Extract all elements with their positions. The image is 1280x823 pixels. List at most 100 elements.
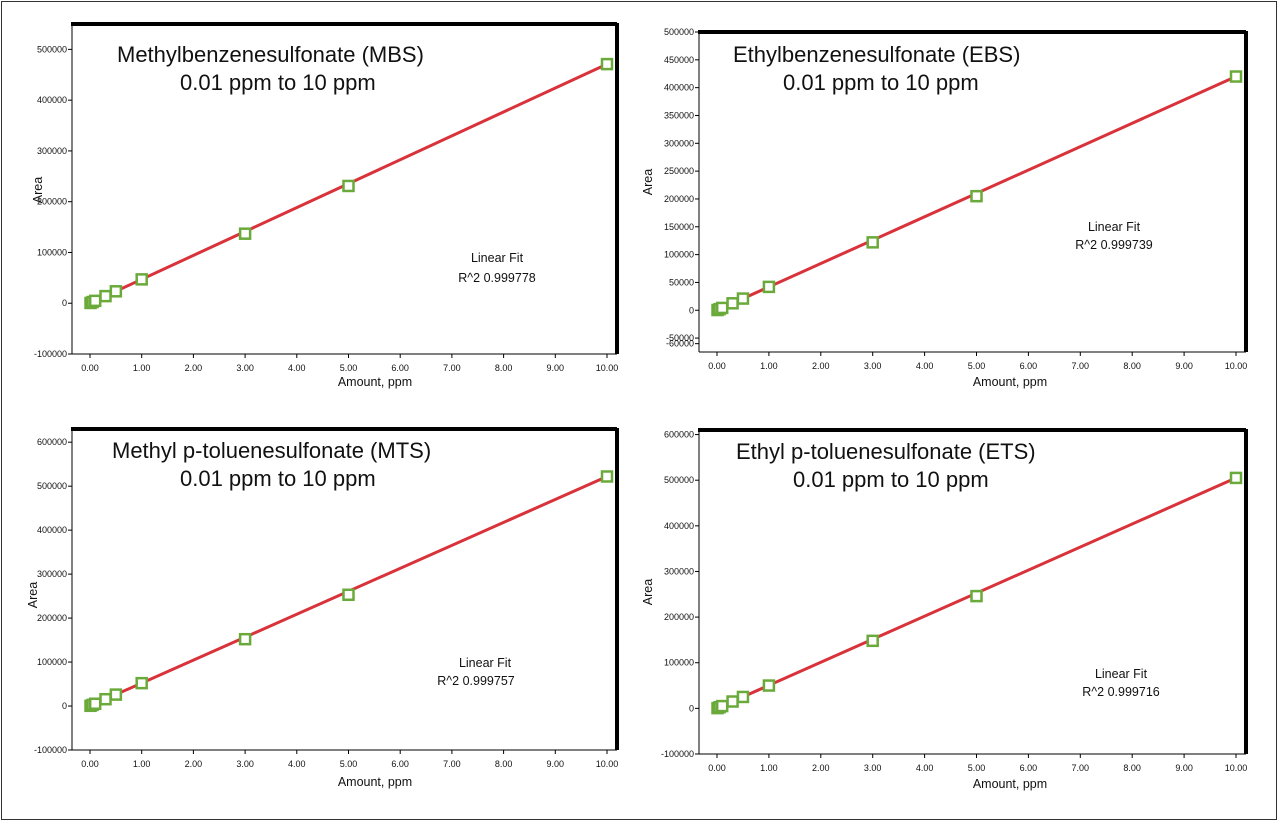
x-tick-label: 2.00 xyxy=(812,763,830,773)
data-point xyxy=(1229,471,1243,485)
y-tick-label: 0 xyxy=(689,703,694,713)
y-tick-label: 500000 xyxy=(37,44,67,54)
data-point xyxy=(99,692,112,706)
y-tick-label: -100000 xyxy=(34,349,67,359)
x-tick-label: 8.00 xyxy=(1123,361,1141,371)
r-squared-label: R^2 0.999716 xyxy=(1082,685,1160,699)
chart-title: Methylbenzenesulfonate (MBS) xyxy=(117,42,424,67)
chart-title: Ethyl p-toluenesulfonate (ETS) xyxy=(736,439,1036,464)
y-tick-label: 100000 xyxy=(37,247,67,257)
data-point xyxy=(762,280,776,294)
y-tick-label: 300000 xyxy=(37,569,67,579)
data-point xyxy=(88,697,102,710)
x-tick-label: 10.00 xyxy=(1225,361,1248,371)
y-axis-label: Area xyxy=(641,579,655,605)
x-tick-label: 1.00 xyxy=(133,759,151,769)
y-tick-label: 400000 xyxy=(37,95,67,105)
y-tick-label: 50000 xyxy=(669,277,694,287)
y-tick-label: 0 xyxy=(62,701,67,711)
chart-title: Methyl p-toluenesulfonate (MTS) xyxy=(112,438,431,463)
y-axis-label: Area xyxy=(31,177,45,203)
fit-label: Linear Fit xyxy=(459,656,512,670)
x-tick-label: 10.00 xyxy=(596,363,619,373)
x-axis-label: Amount, ppm xyxy=(338,375,412,389)
r-squared-label: R^2 0.999739 xyxy=(1075,238,1153,252)
x-tick-label: 4.00 xyxy=(288,759,306,769)
y-tick-label: -60000 xyxy=(666,339,694,349)
chart-subtitle: 0.01 ppm to 10 ppm xyxy=(180,466,376,491)
x-tick-label: 9.00 xyxy=(1175,763,1193,773)
data-point xyxy=(970,589,983,603)
fit-label: Linear Fit xyxy=(1088,220,1141,234)
data-point xyxy=(238,632,252,646)
x-tick-label: 3.00 xyxy=(864,361,882,371)
y-tick-label: 350000 xyxy=(664,110,694,120)
x-axis-label: Amount, ppm xyxy=(338,775,412,789)
r-squared-label: R^2 0.999778 xyxy=(458,271,536,285)
data-point xyxy=(342,179,355,193)
y-tick-label: 150000 xyxy=(664,222,694,232)
x-tick-label: 2.00 xyxy=(812,361,830,371)
x-tick-label: 4.00 xyxy=(916,361,934,371)
y-tick-label: 450000 xyxy=(664,55,694,65)
y-tick-label: -100000 xyxy=(34,745,67,755)
x-tick-label: 3.00 xyxy=(236,759,254,769)
x-tick-label: 2.00 xyxy=(185,363,203,373)
data-point xyxy=(1229,70,1243,83)
y-tick-label: 600000 xyxy=(664,430,694,440)
data-point xyxy=(726,297,739,310)
chart-title: Ethylbenzenesulfonate (EBS) xyxy=(733,42,1020,67)
fit-label: Linear Fit xyxy=(471,251,524,265)
x-tick-label: 9.00 xyxy=(547,759,565,769)
x-tick-label: 10.00 xyxy=(1225,763,1248,773)
data-point xyxy=(715,301,729,315)
x-tick-label: 0.00 xyxy=(708,763,726,773)
fit-label: Linear Fit xyxy=(1095,667,1148,681)
x-tick-label: 0.00 xyxy=(81,759,99,769)
chart-subtitle: 0.01 ppm to 10 ppm xyxy=(783,70,979,95)
x-tick-label: 6.00 xyxy=(1020,763,1038,773)
x-tick-label: 6.00 xyxy=(1020,361,1038,371)
x-tick-label: 4.00 xyxy=(916,763,934,773)
x-tick-label: 6.00 xyxy=(391,363,409,373)
y-tick-label: 200000 xyxy=(664,612,694,622)
x-tick-label: 3.00 xyxy=(236,363,254,373)
y-tick-label: 300000 xyxy=(37,146,67,156)
data-point xyxy=(88,294,102,308)
y-axis-label: Area xyxy=(641,169,655,195)
data-point xyxy=(866,236,879,249)
y-tick-label: -100000 xyxy=(661,749,694,759)
x-tick-label: 8.00 xyxy=(495,759,513,769)
chart-subtitle: 0.01 ppm to 10 ppm xyxy=(793,467,989,492)
x-tick-label: 10.00 xyxy=(596,759,619,769)
x-tick-label: 7.00 xyxy=(443,759,461,769)
x-tick-label: 7.00 xyxy=(443,363,461,373)
x-tick-label: 2.00 xyxy=(185,759,203,769)
y-tick-label: 600000 xyxy=(37,437,67,447)
x-tick-label: 9.00 xyxy=(1175,361,1193,371)
x-tick-label: 1.00 xyxy=(760,361,778,371)
x-tick-label: 9.00 xyxy=(547,363,565,373)
x-tick-label: 5.00 xyxy=(340,363,358,373)
data-point xyxy=(762,679,776,692)
x-tick-label: 5.00 xyxy=(968,361,986,371)
x-tick-label: 0.00 xyxy=(708,361,726,371)
y-tick-label: 0 xyxy=(62,298,67,308)
y-tick-label: 100000 xyxy=(664,250,694,260)
x-tick-label: 1.00 xyxy=(133,363,151,373)
y-axis-label: Area xyxy=(26,582,40,608)
y-tick-label: 100000 xyxy=(664,658,694,668)
data-point xyxy=(109,285,123,298)
x-tick-label: 8.00 xyxy=(495,363,513,373)
y-tick-label: 500000 xyxy=(664,27,694,37)
data-point xyxy=(736,292,750,305)
data-point xyxy=(600,470,614,483)
data-point xyxy=(99,289,112,303)
y-tick-label: 200000 xyxy=(664,194,694,204)
x-tick-label: 0.00 xyxy=(81,363,99,373)
y-tick-label: 400000 xyxy=(37,525,67,535)
x-axis-label: Amount, ppm xyxy=(973,375,1047,389)
r-squared-label: R^2 0.999757 xyxy=(437,674,515,688)
data-point xyxy=(342,588,355,602)
